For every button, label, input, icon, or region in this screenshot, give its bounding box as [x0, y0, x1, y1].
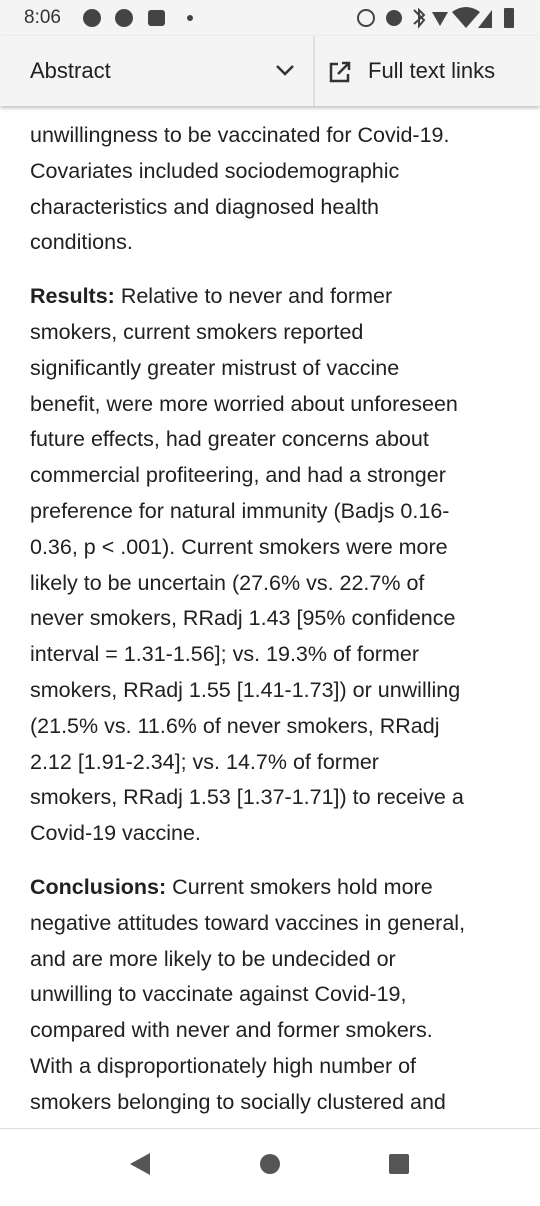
line-text: characteristics and diagnosed health	[30, 194, 379, 219]
line-text: unwilling to vaccinate against Covid-19,	[30, 982, 407, 1007]
line-text: With a disproportionately high number of	[30, 1053, 417, 1078]
paragraph: unwillingness to be vaccinated for Covid…	[30, 118, 465, 261]
section-selector[interactable]: Abstract	[30, 58, 111, 83]
text-line: and are more likely to be undecided or	[30, 942, 465, 978]
section-label: Results:	[30, 284, 115, 309]
text-line: smokers, RRadj 1.53 [1.37-1.71]) to rece…	[30, 780, 465, 816]
paragraph: Conclusions: Current smokers hold more neg…	[30, 870, 465, 1121]
line-text: never smokers, RRadj 1.43 [95% confidenc…	[30, 606, 456, 631]
home-button[interactable]	[260, 1154, 280, 1174]
line-text: smokers, RRadj 1.53 [1.37-1.71]) to rece…	[30, 785, 464, 810]
line-text: benefit, were more worried about unfores…	[30, 391, 458, 416]
text-line: negative attitudes toward vaccines in ge…	[30, 906, 465, 942]
text-line: unwilling to vaccinate against Covid-19,	[30, 977, 465, 1013]
text-line: Conclusions: Current smokers hold more	[30, 870, 465, 906]
text-line: conditions.	[30, 225, 465, 261]
clock: 8:06	[24, 7, 61, 28]
line-text: smokers, RRadj 1.55 [1.41-1.73]) or unwi…	[30, 677, 461, 702]
text-line: Covariates included sociodemographic	[30, 154, 465, 190]
nav-icons	[130, 1153, 409, 1175]
status-icons	[83, 7, 514, 29]
text-line: likely to be uncertain (27.6% vs. 22.7% …	[30, 566, 465, 602]
line-text: unwillingness to be vaccinated for Covid…	[30, 123, 450, 147]
line-text: negative attitudes toward vaccines in ge…	[30, 910, 466, 935]
line-text: likely to be uncertain (27.6% vs. 22.7% …	[30, 570, 425, 595]
external-link-icon[interactable]	[329, 61, 351, 83]
line-text: interval = 1.31-1.56]; vs. 19.3% of form…	[30, 642, 419, 667]
line-text: conditions.	[30, 230, 133, 255]
text-line: 0.36, p < .001). Current smokers were mo…	[30, 530, 465, 566]
text-line: significantly greater mistrust of vaccin…	[30, 351, 465, 387]
text-line: smokers, current smokers reported	[30, 315, 465, 351]
navigation-bar	[0, 1128, 540, 1201]
text-line: benefit, were more worried about unfores…	[30, 387, 465, 423]
line-text: Covid-19 vaccine.	[30, 821, 201, 846]
section-label: Conclusions:	[30, 874, 167, 899]
line-text: significantly greater mistrust of vaccin…	[30, 355, 400, 380]
paragraphs: unwillingness to be vaccinated for Covid…	[30, 118, 465, 1128]
text-line: (21.5% vs. 11.6% of never smokers, RRadj	[30, 709, 465, 745]
status-bar: 8:06	[0, 0, 540, 36]
line-text: (21.5% vs. 11.6% of never smokers, RRadj	[30, 713, 440, 738]
toolbar-icons	[276, 36, 351, 106]
text-line: future effects, had greater concerns abo…	[30, 422, 465, 458]
text-line: never smokers, RRadj 1.43 [95% confidenc…	[30, 601, 465, 637]
line-text: compared with never and former smokers.	[30, 1018, 433, 1043]
line-text: and are more likely to be undecided or	[30, 946, 396, 971]
line-text: Current smokers hold more	[172, 874, 433, 899]
text-line: With a disproportionately high number of	[30, 1049, 465, 1085]
line-text: smokers, current smokers reported	[30, 319, 364, 344]
text-line: smokers, RRadj 1.55 [1.41-1.73]) or unwi…	[30, 673, 465, 709]
line-text: Relative to never and former	[120, 284, 393, 309]
line-text: commercial profiteering, and had a stron…	[30, 463, 446, 488]
text-line: commercial profiteering, and had a stron…	[30, 458, 465, 494]
text-line: interval = 1.31-1.56]; vs. 19.3% of form…	[30, 637, 465, 673]
text-line: Covid-19 vaccine.	[30, 816, 465, 852]
abstract-content: unwillingness to be vaccinated for Covid…	[0, 106, 540, 1128]
text-line: smokers belonging to socially clustered …	[30, 1085, 465, 1121]
recents-button[interactable]	[389, 1154, 409, 1174]
chevron[interactable]	[276, 65, 294, 76]
line-text: 2.12 [1.91-2.34]; vs. 14.7% of former	[30, 749, 379, 774]
line-text: future effects, had greater concerns abo…	[30, 427, 429, 452]
paragraph: Results: Relative to never and former smok…	[30, 279, 465, 852]
line-text: smokers belonging to socially clustered …	[30, 1089, 446, 1114]
text-line: Results: Relative to never and former	[30, 279, 465, 315]
text-line: compared with never and former smokers.	[30, 1013, 465, 1049]
line-text: Covariates included sociodemographic	[30, 158, 400, 183]
text-line: characteristics and diagnosed health	[30, 190, 465, 226]
text-line: unwillingness to be vaccinated for Covid…	[30, 118, 465, 154]
toolbar: Abstract Full text links	[0, 36, 540, 106]
line-text: 0.36, p < .001). Current smokers were mo…	[30, 534, 448, 559]
line-text: preference for natural immunity (Badjs 0…	[30, 498, 450, 523]
text-line: 2.12 [1.91-2.34]; vs. 14.7% of former	[30, 745, 465, 781]
text-line: preference for natural immunity (Badjs 0…	[30, 494, 465, 530]
back-button[interactable]	[130, 1153, 150, 1175]
full-text-links[interactable]: Full text links	[368, 58, 496, 83]
